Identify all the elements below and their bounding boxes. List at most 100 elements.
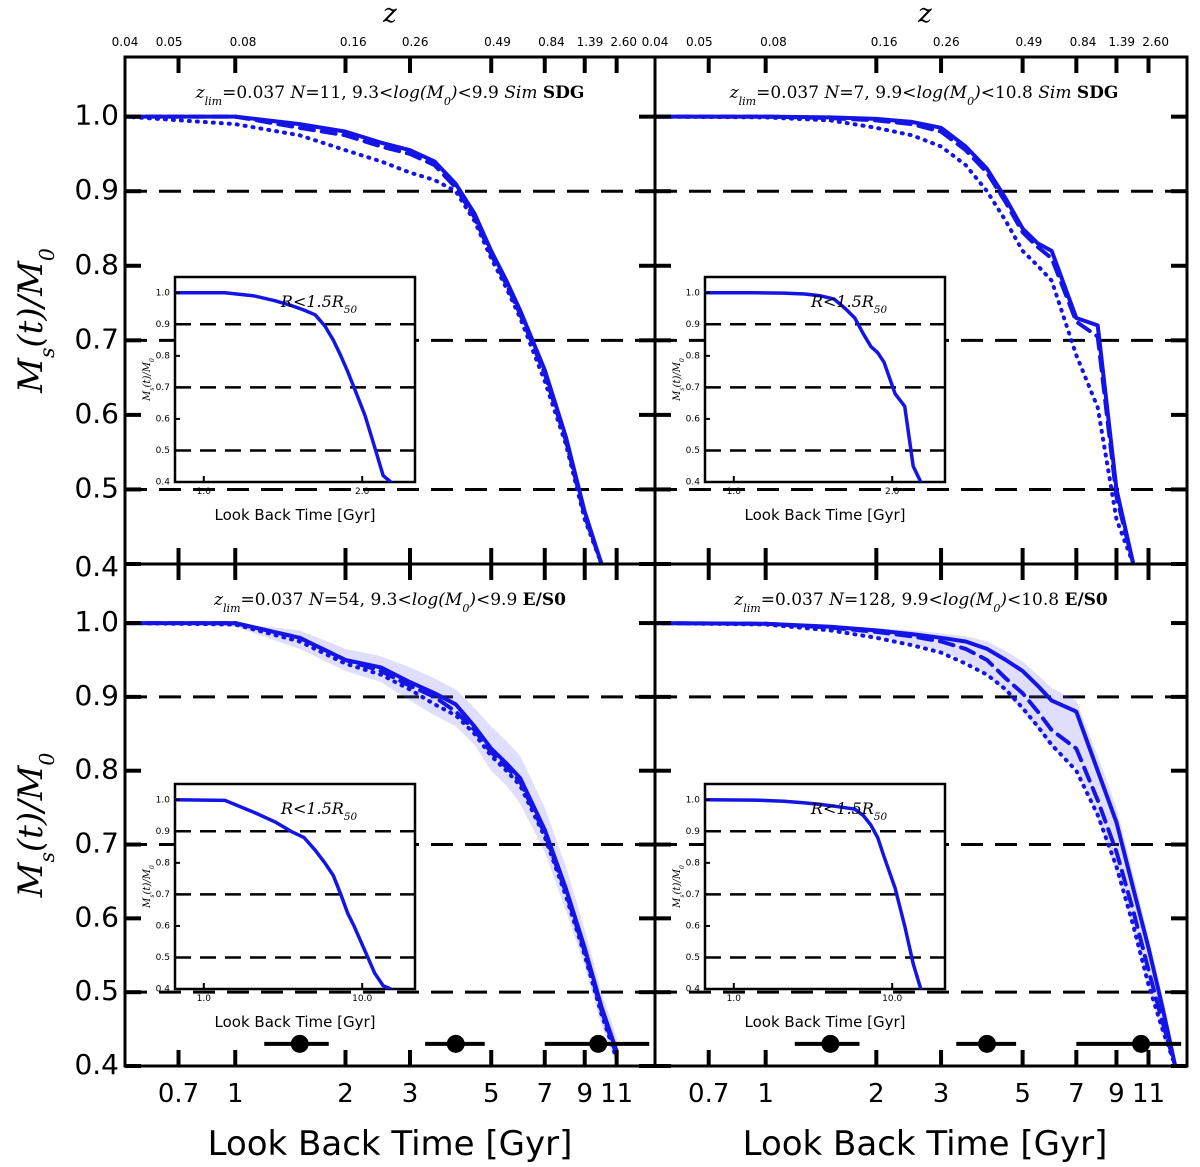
x-tick-label: 5 [1014,1079,1031,1109]
y-tick-label: 0.6 [74,900,119,933]
plot-area [655,621,1178,1066]
inset-y-tick-label: 0.7 [156,890,170,900]
plot-area [655,114,1136,564]
inset-x-tick-label: 1.0 [197,487,212,497]
inset-y-tick-label: 0.8 [156,858,171,868]
inset-y-tick-label: 0.6 [156,414,171,424]
inset-x-axis-label: Look Back Time [Gyr] [215,1013,376,1031]
inset-y-tick-label: 1.0 [686,288,701,298]
plot-area [125,621,619,1066]
x-tick-label: 5 [483,1079,500,1109]
panel-title: zlim=0.037 N=7, 9.9<log(M0)<10.8 Sim SDG [729,83,1119,108]
panel-title: zlim=0.037 N=54, 9.3<log(M0)<9.9 E/S0 [213,590,566,615]
z-tick-label: 0.84 [538,35,565,49]
inset-y-tick-label: 0.8 [156,351,171,361]
marker-point-3 [1132,1034,1151,1053]
y-tick-label: 0.4 [74,550,119,583]
series-dotted [125,621,619,1061]
inset-y-tick-label: 0.6 [686,414,701,424]
z-tick-label: 0.26 [402,35,429,49]
z-tick-label: 1.39 [577,35,604,49]
panel-3: 0.4 0.5 0.6 0.7 0.8 0.9 1.0 0.7 1 2 3 5 7 9 11 zlim=0.0… [11,562,657,1109]
x-tick-label: 1 [227,1079,244,1109]
x-tick-label: 7 [536,1079,553,1109]
y-axis-label: Ms(t)/M0 [11,753,59,899]
panel-frame [653,562,1189,1068]
z-tick-label: 2.60 [610,35,637,49]
z-tick-label: 2.60 [1142,35,1169,49]
y-axis-label: Ms(t)/M0 [11,248,59,394]
inset-title: R<1.5R50 [280,292,358,316]
inset-series [175,291,393,482]
inset: 0.4 0.5 0.6 0.7 0.8 0.9 1.0 1.0 10.0 Look Back Ti… [142,782,417,1031]
panel-title: zlim=0.037 N=128, 9.9<log(M0)<10.8 E/S0 [733,590,1108,615]
panel-2: 0.04 0.05 0.08 0.16 0.26 0.49 0.84 1.39 2.60 zlim… [642,35,1189,566]
marker-point-3 [589,1034,608,1053]
inset-x-axis-label: Look Back Time [Gyr] [215,506,376,524]
inset-x-tick-label: 2.0 [885,487,900,497]
z-tick-label: 0.26 [933,35,960,49]
inset-frame [703,275,947,484]
inset-frame [173,782,417,991]
panel-title: zlim=0.037 N=11, 9.3<log(M0)<9.9 Sim SDG [195,83,585,108]
inset-y-tick-label: 0.9 [156,320,171,330]
inset-y-tick-label: 0.5 [156,446,170,456]
y-tick-label: 0.7 [74,827,119,860]
marker-point-1 [290,1034,309,1053]
inset-title: R<1.5R50 [810,292,888,316]
inset-y-tick-label: 0.5 [686,953,700,963]
inset-y-tick-label: 0.7 [686,890,700,900]
series-dotted [655,114,1136,564]
marker-point-1 [821,1034,840,1053]
inset-y-tick-label: 0.6 [156,921,171,931]
x-tick-label: 3 [402,1079,419,1109]
y-tick-label: 1.0 [74,605,119,638]
x-tick-label: 2 [337,1079,354,1109]
x-tick-label: 9 [1108,1079,1125,1109]
panel-1: 0.4 0.5 0.6 0.7 0.8 0.9 1.0 0.04 0.05 0.08 0.16 0.2… [11,35,657,583]
inset-y-tick-label: 0.4 [686,478,701,488]
inset-series [705,798,923,989]
inset-y-tick-label: 0.9 [686,320,701,330]
inset-x-tick-label: 1.0 [727,994,742,1004]
inset: 0.4 0.5 0.6 0.7 0.8 0.9 1.0 1.0 2.0 Look Back Tim… [672,275,947,524]
inset-x-axis-label: Look Back Time [Gyr] [745,1013,906,1031]
inset-series [705,291,923,482]
inset-y-tick-label: 0.7 [156,383,170,393]
inset-y-axis-label: Ms(t)/M0 [672,865,686,909]
inset: 0.4 0.5 0.6 0.7 0.8 0.9 1.0 1.0 10.0 Look Back Ti… [672,782,947,1031]
inset-title: R<1.5R50 [280,799,358,823]
x-tick-label: 0.7 [688,1079,729,1109]
z-tick-label: 0.84 [1070,35,1097,49]
x-tick-label: 9 [576,1079,593,1109]
y-tick-label: 0.8 [74,753,119,786]
inset-x-tick-label: 10.0 [352,994,372,1004]
x-tick-label: 2 [868,1079,885,1109]
y-tick-label: 0.5 [74,974,119,1007]
x-axis-title-right: Look Back Time [Gyr] [743,1124,1108,1164]
z-tick-label: 1.39 [1108,35,1135,49]
plot-area [125,114,604,564]
z-tick-label: 0.04 [642,35,669,49]
z-tick-label: 0.16 [340,35,367,49]
z-tick-label: 0.16 [871,35,898,49]
series-dashed [125,114,604,564]
z-tick-label: 0.49 [1016,35,1043,49]
inset-y-tick-label: 0.5 [686,446,700,456]
y-tick-label: 0.5 [74,471,119,504]
inset-y-tick-label: 0.6 [686,921,701,931]
inset-y-tick-label: 0.9 [686,827,701,837]
y-tick-label: 1.0 [74,99,119,132]
uncertainty-band [125,623,617,1066]
x-axis-title-left: Look Back Time [Gyr] [208,1124,573,1164]
series-dotted [655,621,1178,1066]
inset-y-axis-label: Ms(t)/M0 [142,358,156,402]
y-tick-label: 0.7 [74,322,119,355]
inset-y-tick-label: 0.8 [686,351,701,361]
inset-series [175,798,393,989]
y-tick-label: 0.4 [74,1048,119,1081]
top-axis-label-right: z [917,0,932,29]
x-tick-label: 11 [1132,1079,1165,1109]
inset-title: R<1.5R50 [810,799,888,823]
